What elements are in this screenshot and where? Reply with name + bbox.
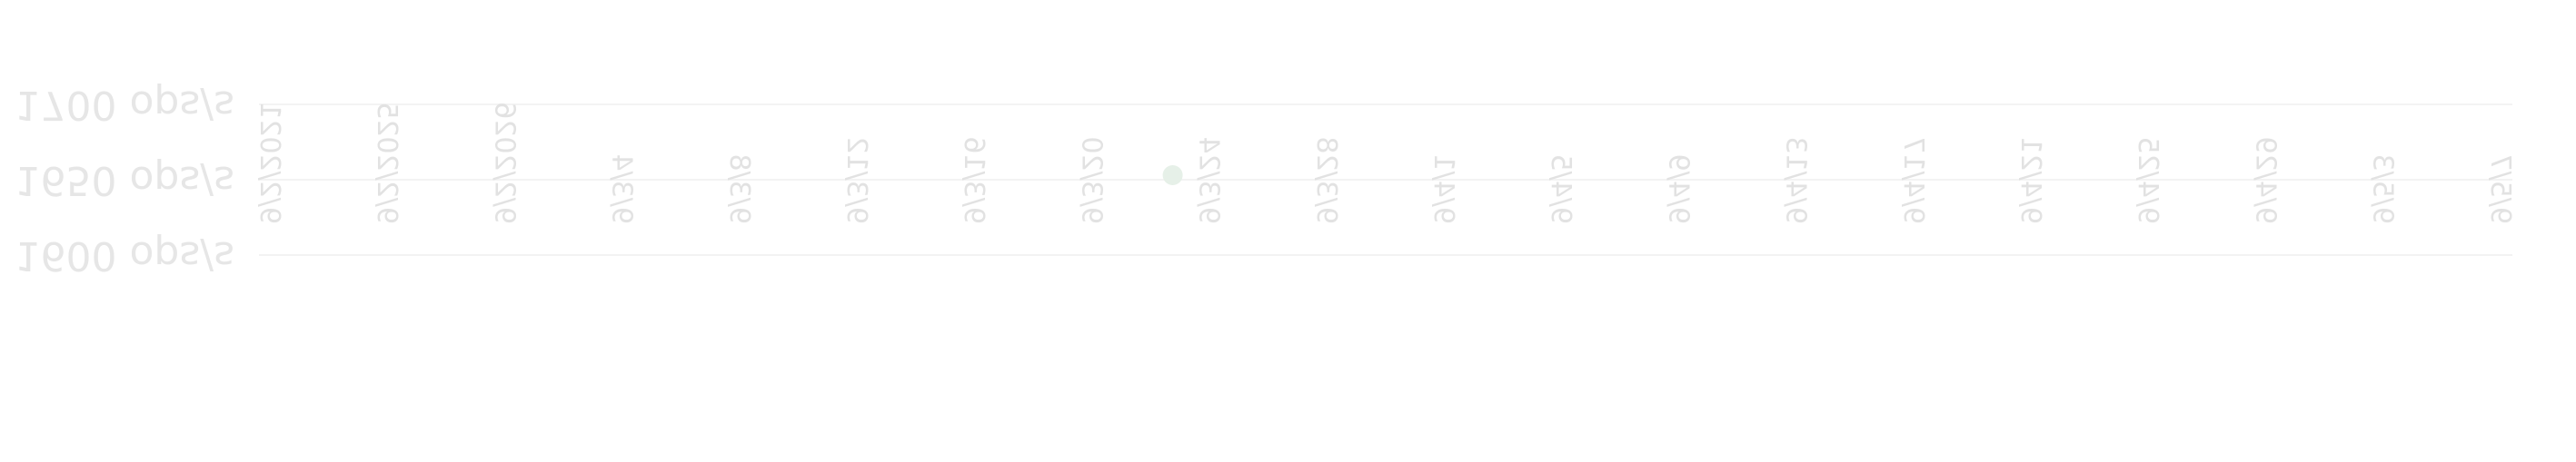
x-tick-label: 9/5/7 <box>2484 154 2516 224</box>
x-tick-label: 9/2/2026 <box>488 102 520 224</box>
x-tick-label: 9/4/1 <box>1427 154 1459 224</box>
x-tick-label: 9/4/25 <box>2132 136 2163 224</box>
x-tick-label: 9/3/12 <box>840 136 872 224</box>
y-tick-label: 1700 ops/s <box>15 82 234 128</box>
x-tick-label: 9/3/4 <box>606 154 638 224</box>
x-tick-label: 9/2/2025 <box>371 102 403 224</box>
x-tick-label: 9/3/20 <box>1075 136 1107 224</box>
y-tick-label: 1650 ops/s <box>15 157 234 203</box>
x-tick-label: 9/4/21 <box>2014 136 2046 224</box>
x-tick-label: 9/5/3 <box>2367 154 2399 224</box>
data-point <box>1162 165 1183 185</box>
x-tick-label: 9/4/17 <box>1897 136 1929 224</box>
x-tick-label: 9/4/29 <box>2249 136 2281 224</box>
x-tick-label: 9/3/28 <box>1310 136 1342 224</box>
x-tick-label: 9/4/9 <box>1662 154 1694 224</box>
x-tick-label: 9/4/13 <box>1780 136 1812 224</box>
grid-lines <box>259 103 2512 256</box>
x-tick-label: 9/3/8 <box>723 154 755 224</box>
data-points <box>1162 165 1183 185</box>
x-tick-label: 9/2/2021 <box>254 102 285 224</box>
x-tick-label: 9/3/24 <box>1193 136 1225 224</box>
x-tick-label: 9/3/16 <box>958 136 990 224</box>
x-axis-labels: 9/2/2021 9/2/2025 9/2/2026 9/3/4 9/3/8 9/3/12… <box>254 102 2516 224</box>
y-tick-label: 1600 ops/s <box>15 232 234 279</box>
x-tick-label: 9/4/5 <box>1545 154 1576 224</box>
y-axis-labels: 1600 ops/s 1650 ops/s 1700 ops/s <box>15 82 234 279</box>
